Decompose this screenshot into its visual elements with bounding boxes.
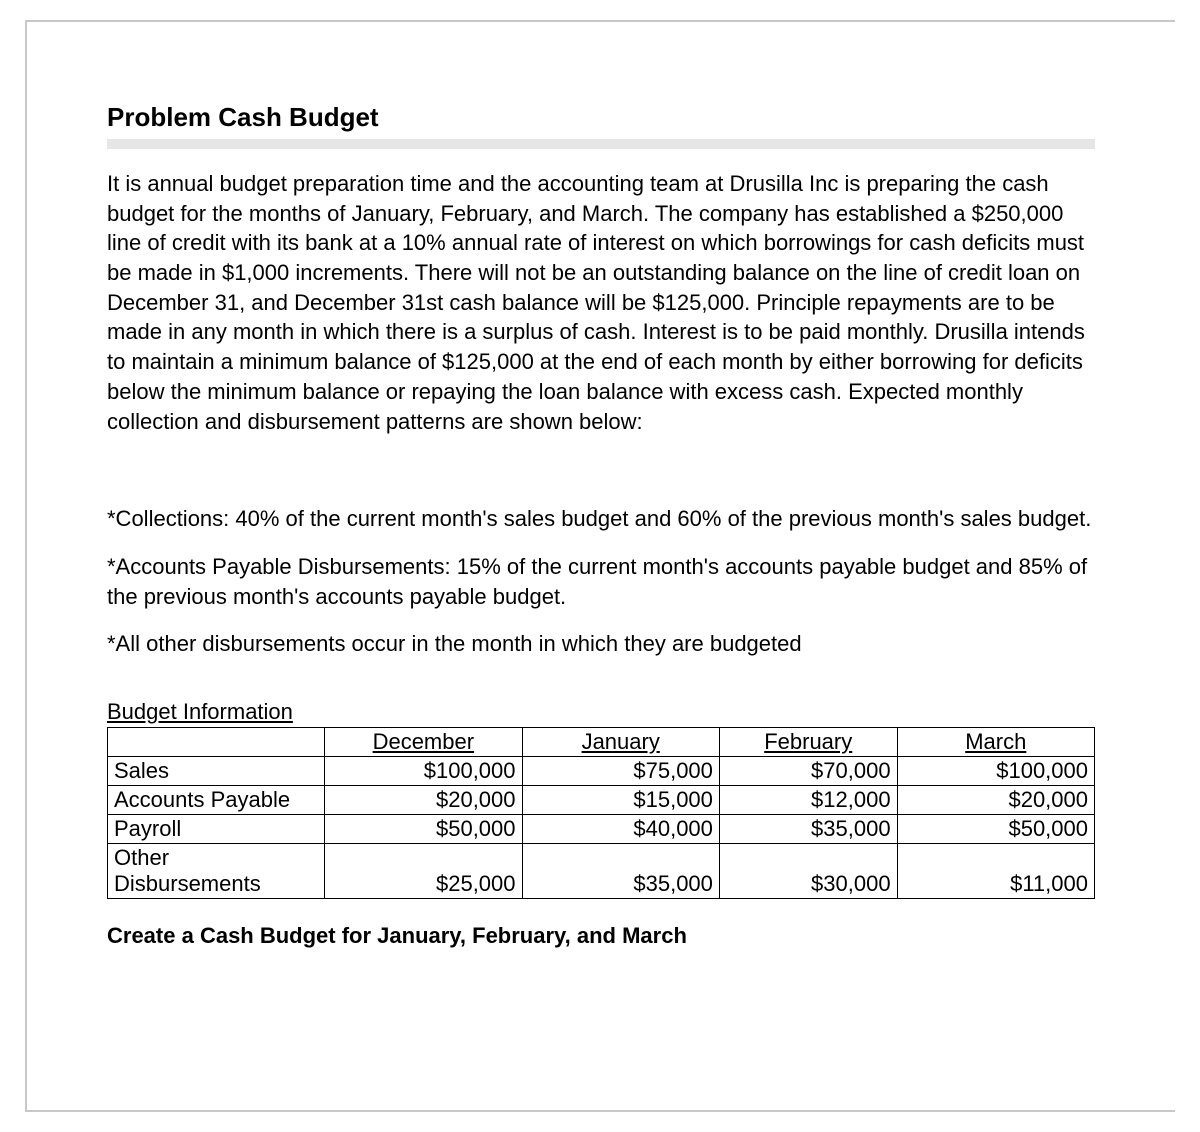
- table-row: Accounts Payable $20,000 $15,000 $12,000…: [108, 785, 1095, 814]
- cell: $15,000: [522, 785, 719, 814]
- other-disbursements-note: *All other disbursements occur in the mo…: [107, 629, 1095, 659]
- row-label-ap: Accounts Payable: [108, 785, 325, 814]
- cell: $100,000: [897, 756, 1094, 785]
- budget-info-label: Budget Information: [107, 699, 1095, 725]
- col-header-march: March: [897, 727, 1094, 756]
- cell: $12,000: [719, 785, 897, 814]
- col-header-december: December: [325, 727, 522, 756]
- cell: $70,000: [719, 756, 897, 785]
- table-row: Sales $100,000 $75,000 $70,000 $100,000: [108, 756, 1095, 785]
- col-header-blank: [108, 727, 325, 756]
- cell: $40,000: [522, 814, 719, 843]
- cell: $50,000: [897, 814, 1094, 843]
- document-sheet: Problem Cash Budget It is annual budget …: [25, 20, 1175, 1112]
- cell: $75,000: [522, 756, 719, 785]
- collections-note: *Collections: 40% of the current month's…: [107, 504, 1095, 534]
- row-label-sales: Sales: [108, 756, 325, 785]
- cell: $11,000: [897, 843, 1094, 898]
- cell: $100,000: [325, 756, 522, 785]
- row-label-other: Other Disbursements: [108, 843, 325, 898]
- cell: $30,000: [719, 843, 897, 898]
- cell: $50,000: [325, 814, 522, 843]
- table-header-row: December January February March: [108, 727, 1095, 756]
- table-row: Payroll $50,000 $40,000 $35,000 $50,000: [108, 814, 1095, 843]
- accounts-payable-note: *Accounts Payable Disbursements: 15% of …: [107, 552, 1095, 611]
- row-label-payroll: Payroll: [108, 814, 325, 843]
- col-header-january: January: [522, 727, 719, 756]
- cell: $35,000: [719, 814, 897, 843]
- cell: $25,000: [325, 843, 522, 898]
- table-row: Other Disbursements $25,000 $35,000 $30,…: [108, 843, 1095, 898]
- cell: $20,000: [897, 785, 1094, 814]
- problem-title: Problem Cash Budget: [107, 102, 1095, 133]
- budget-table: December January February March Sales $1…: [107, 727, 1095, 899]
- col-header-february: February: [719, 727, 897, 756]
- spacer: [107, 464, 1095, 504]
- intro-paragraph: It is annual budget preparation time and…: [107, 169, 1095, 436]
- cell: $35,000: [522, 843, 719, 898]
- create-instruction: Create a Cash Budget for January, Februa…: [107, 923, 1095, 949]
- title-underline-rule: [107, 139, 1095, 149]
- cell: $20,000: [325, 785, 522, 814]
- page: Problem Cash Budget It is annual budget …: [0, 0, 1200, 1132]
